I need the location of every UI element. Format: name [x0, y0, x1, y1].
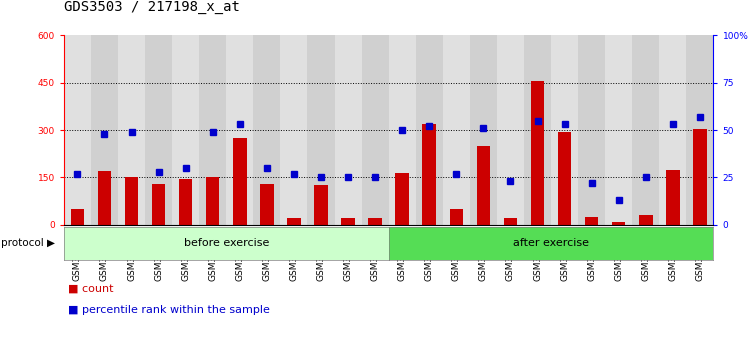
Bar — [443, 35, 470, 225]
Bar — [253, 35, 280, 225]
Bar — [504, 218, 517, 225]
Bar — [152, 184, 165, 225]
Bar — [666, 170, 680, 225]
Bar — [98, 171, 111, 225]
Bar — [341, 218, 354, 225]
Bar — [64, 35, 91, 225]
Text: before exercise: before exercise — [183, 238, 269, 249]
Bar — [226, 35, 253, 225]
Bar — [497, 35, 524, 225]
Bar — [71, 209, 84, 225]
Bar — [260, 184, 273, 225]
Text: ■ count: ■ count — [68, 284, 113, 293]
Bar — [477, 146, 490, 225]
Bar — [686, 35, 713, 225]
Bar — [389, 35, 416, 225]
Bar — [334, 35, 361, 225]
Bar — [396, 173, 409, 225]
Bar — [558, 132, 572, 225]
Bar — [524, 35, 551, 225]
Bar — [531, 81, 544, 225]
Bar — [470, 35, 497, 225]
Bar — [233, 138, 246, 225]
Bar — [368, 218, 382, 225]
Text: ■ percentile rank within the sample: ■ percentile rank within the sample — [68, 305, 270, 315]
Bar — [206, 177, 219, 225]
Bar — [450, 209, 463, 225]
Bar — [314, 185, 327, 225]
Bar — [91, 35, 118, 225]
Bar — [118, 35, 145, 225]
Bar — [639, 215, 653, 225]
Bar — [416, 35, 443, 225]
Bar — [612, 222, 626, 225]
Bar — [125, 177, 138, 225]
Bar — [585, 217, 599, 225]
Text: protocol ▶: protocol ▶ — [1, 238, 55, 249]
Bar — [693, 129, 707, 225]
Bar — [179, 179, 192, 225]
Bar — [287, 218, 300, 225]
Bar — [361, 35, 389, 225]
Bar — [172, 35, 199, 225]
Bar — [307, 35, 334, 225]
Bar — [199, 35, 226, 225]
Bar — [659, 35, 686, 225]
Bar — [145, 35, 172, 225]
Bar — [632, 35, 659, 225]
Bar — [280, 35, 307, 225]
Bar — [605, 35, 632, 225]
Bar — [551, 35, 578, 225]
Bar — [423, 124, 436, 225]
Bar — [578, 35, 605, 225]
Text: GDS3503 / 217198_x_at: GDS3503 / 217198_x_at — [64, 0, 240, 14]
Text: after exercise: after exercise — [513, 238, 589, 249]
